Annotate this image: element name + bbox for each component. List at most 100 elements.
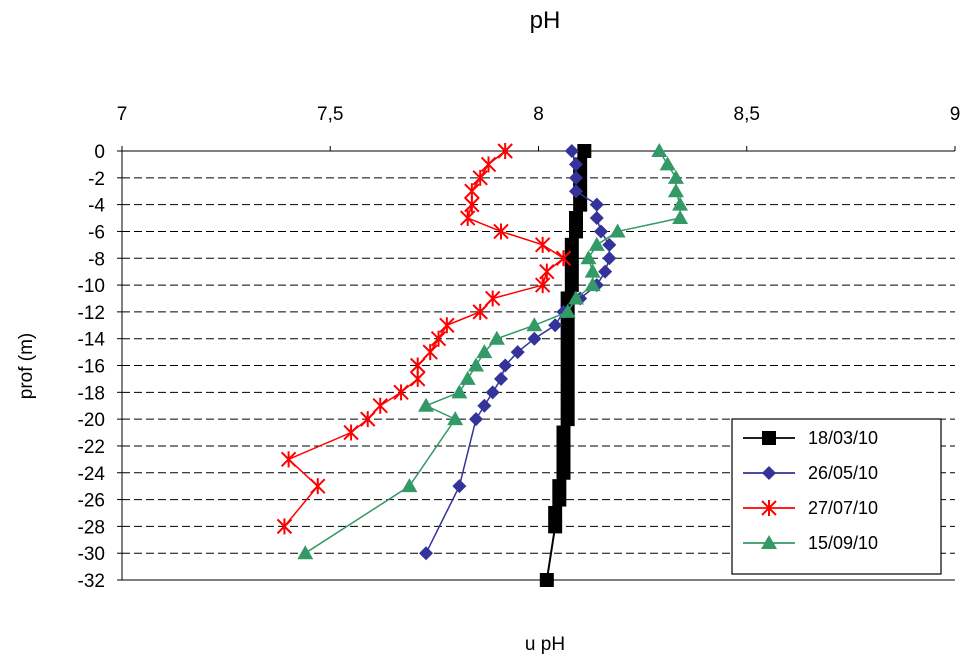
data-point — [488, 330, 505, 345]
series-line-3 — [304, 150, 681, 554]
y-tick-label: -18 — [78, 383, 105, 404]
data-point — [469, 412, 484, 427]
data-point — [484, 290, 501, 307]
data-point — [568, 224, 583, 239]
legend-label: 18/03/10 — [808, 428, 878, 448]
data-point — [422, 344, 438, 361]
x-tick-labels: 7 7,5 8 8,5 9 — [117, 104, 961, 151]
y-tick-label: -10 — [78, 276, 105, 297]
data-point — [297, 545, 314, 560]
legend-label: 26/05/10 — [808, 463, 878, 483]
data-point — [472, 303, 488, 320]
data-point — [573, 197, 588, 212]
data-point — [559, 303, 576, 318]
data-point — [556, 465, 571, 480]
data-point — [534, 277, 551, 294]
y-tick-label: -4 — [88, 196, 105, 217]
legend-marker — [761, 500, 777, 516]
grid-lines — [122, 150, 955, 554]
data-point — [560, 331, 575, 346]
data-point — [672, 196, 689, 211]
data-point — [598, 264, 613, 279]
legend-label: 27/07/10 — [808, 498, 878, 518]
data-point — [564, 251, 579, 266]
data-point — [410, 357, 426, 374]
series-2 — [276, 143, 572, 535]
data-point — [667, 183, 684, 198]
series-0 — [539, 144, 592, 587]
x-axis-label: u pH — [525, 634, 565, 655]
data-point — [568, 170, 583, 185]
data-point — [393, 384, 409, 401]
x-tick-label: 7 — [117, 104, 128, 125]
data-point — [539, 263, 555, 280]
data-point — [577, 144, 592, 158]
legend-item: 18/03/10 — [743, 428, 878, 448]
series-3 — [297, 143, 689, 560]
data-point — [343, 424, 359, 441]
x-tick-label: 8 — [533, 104, 544, 125]
y-axis-label: prof (m) — [16, 333, 37, 400]
data-point — [539, 573, 554, 587]
y-tick-label: 0 — [94, 142, 105, 163]
data-point — [556, 438, 571, 453]
data-point — [584, 263, 601, 278]
data-point — [568, 211, 583, 226]
data-point — [564, 144, 579, 158]
data-point — [564, 237, 579, 252]
y-tick-labels: 0 -2 -4 -6 -8 -10 -12 -14 -16 -18 -20 -22 -24 -26 -28 -… — [78, 142, 122, 592]
data-point — [476, 344, 493, 359]
y-tick-label: -8 — [88, 249, 105, 270]
y-tick-label: -26 — [78, 491, 105, 512]
data-point — [556, 452, 571, 467]
data-point — [560, 398, 575, 413]
y-tick-label: -30 — [78, 544, 105, 565]
x-tick-label: 8,5 — [734, 104, 760, 125]
data-point — [564, 264, 579, 279]
data-point — [468, 357, 485, 372]
data-point — [548, 505, 563, 520]
legend-marker — [762, 431, 776, 445]
data-point — [526, 317, 543, 332]
data-point — [555, 250, 572, 267]
y-tick-label: -28 — [78, 517, 105, 538]
data-point — [568, 157, 583, 172]
y-tick-label: -16 — [78, 357, 105, 378]
legend-label: 15/09/10 — [808, 533, 878, 553]
data-point — [494, 371, 509, 386]
data-point — [552, 492, 567, 507]
data-point — [493, 223, 509, 240]
data-point — [372, 397, 388, 414]
y-tick-label: -14 — [78, 330, 106, 351]
legend-marker — [761, 535, 777, 549]
data-point — [589, 211, 604, 226]
legend-item: 27/07/10 — [743, 498, 878, 518]
legend: 18/03/10 26/05/10 27/07/10 15/09/10 — [731, 418, 942, 575]
data-point — [560, 345, 575, 360]
y-tick-label: -20 — [78, 410, 105, 431]
y-tick-label: -6 — [88, 222, 105, 243]
data-point — [419, 546, 434, 561]
data-point — [527, 331, 542, 346]
x-tick-label: 9 — [950, 104, 961, 125]
data-point — [447, 411, 464, 426]
data-point — [459, 370, 476, 385]
data-point — [464, 196, 480, 213]
data-point — [560, 385, 575, 400]
data-point — [593, 224, 608, 239]
data-point — [602, 251, 617, 266]
data-point — [548, 318, 563, 333]
data-point — [451, 384, 468, 399]
data-point — [459, 210, 476, 227]
y-tick-label: -12 — [78, 303, 105, 324]
data-point — [477, 398, 492, 413]
legend-marker — [762, 466, 776, 480]
data-point — [280, 451, 297, 468]
data-point — [310, 478, 326, 495]
chart-title: pH — [530, 7, 561, 34]
series-group — [276, 143, 689, 587]
data-point — [534, 236, 551, 253]
data-point — [584, 277, 601, 292]
data-point — [452, 479, 467, 494]
